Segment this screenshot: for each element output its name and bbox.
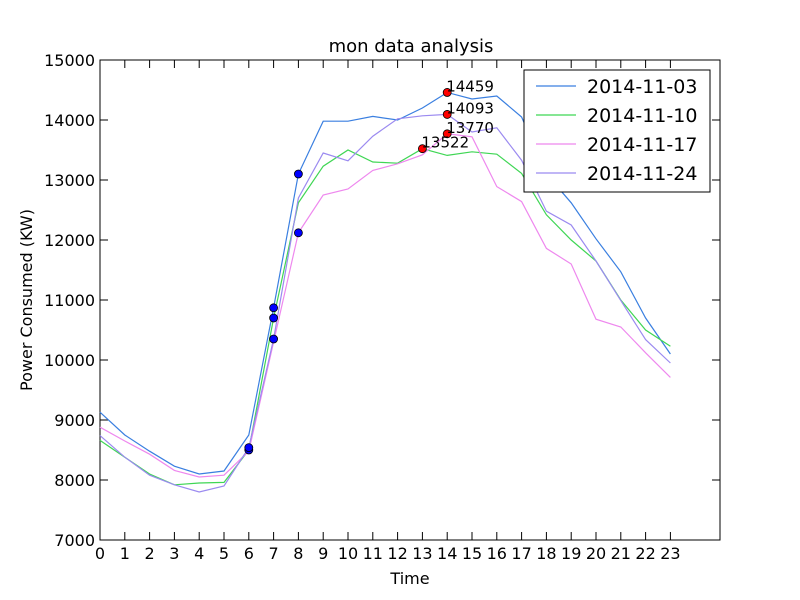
x-tick-label: 23 bbox=[660, 544, 680, 563]
x-tick-label: 3 bbox=[169, 544, 179, 563]
y-tick-label: 15000 bbox=[44, 51, 95, 70]
max-marker-label: 13770 bbox=[446, 119, 494, 137]
y-tick-label: 7000 bbox=[54, 531, 95, 550]
max-marker bbox=[442, 129, 452, 139]
y-tick-label: 9000 bbox=[54, 411, 95, 430]
min-marker bbox=[269, 313, 279, 323]
series-line-2014-11-24 bbox=[99, 113, 671, 493]
legend-label: 2014-11-24 bbox=[587, 163, 697, 185]
x-tick-label: 1 bbox=[120, 544, 130, 563]
y-tick-label: 12000 bbox=[44, 231, 95, 250]
x-tick-label: 16 bbox=[487, 544, 507, 563]
y-tick-label: 8000 bbox=[54, 471, 95, 490]
x-tick-label: 0 bbox=[95, 544, 105, 563]
x-tick-label: 17 bbox=[511, 544, 531, 563]
legend-label: 2014-11-03 bbox=[587, 76, 697, 98]
x-tick-label: 6 bbox=[244, 544, 254, 563]
x-tick-label: 12 bbox=[387, 544, 407, 563]
y-tick-label: 10000 bbox=[44, 351, 95, 370]
max-marker-label: 14093 bbox=[446, 99, 494, 117]
x-tick-label: 18 bbox=[536, 544, 556, 563]
y-tick-label: 14000 bbox=[44, 111, 95, 130]
legend-label: 2014-11-17 bbox=[587, 134, 697, 156]
series-line-2014-11-17 bbox=[99, 133, 671, 478]
x-tick-label: 21 bbox=[611, 544, 631, 563]
x-tick-label: 7 bbox=[269, 544, 279, 563]
series-line-2014-11-10 bbox=[99, 148, 671, 486]
x-tick-label: 15 bbox=[462, 544, 482, 563]
max-marker-label: 13522 bbox=[421, 134, 469, 152]
x-tick-label: 2 bbox=[145, 544, 155, 563]
y-axis-label: Power Consumed (KW) bbox=[17, 209, 36, 391]
x-axis-label: Time bbox=[389, 569, 429, 588]
min-marker bbox=[244, 443, 254, 453]
x-tick-label: 8 bbox=[293, 544, 303, 563]
x-tick-label: 22 bbox=[635, 544, 655, 563]
legend-box bbox=[523, 69, 711, 193]
series-line-2014-11-03 bbox=[99, 91, 671, 475]
marker-layer bbox=[244, 88, 452, 455]
max-marker bbox=[442, 110, 452, 119]
x-tick-label: 20 bbox=[586, 544, 606, 563]
chart-title: mon data analysis bbox=[329, 36, 494, 57]
max-marker bbox=[417, 144, 427, 154]
x-axis: 0 1 2 3 4 5 6 7 8 9 10 11 12 13 14 15 16 17 18 19 20 21 22 23 bbox=[95, 60, 681, 563]
max-marker bbox=[442, 88, 452, 97]
y-tick-label: 13000 bbox=[44, 171, 95, 190]
x-tick-label: 13 bbox=[412, 544, 432, 563]
legend-label: 2014-11-10 bbox=[587, 105, 697, 127]
y-axis: 7000 8000 9000 10000 11000 12000 13000 14000 150… bbox=[44, 51, 720, 550]
max-marker-label: 14459 bbox=[446, 77, 494, 95]
x-tick-label: 19 bbox=[561, 544, 581, 563]
min-marker bbox=[269, 303, 279, 313]
x-tick-label: 10 bbox=[338, 544, 358, 563]
y-tick-label: 11000 bbox=[44, 291, 95, 310]
legend: 2014-11-03 2014-11-10 2014-11-17 2014-11-24 bbox=[523, 69, 711, 193]
x-tick-label: 4 bbox=[194, 544, 204, 563]
min-marker bbox=[293, 169, 303, 179]
x-tick-label: 9 bbox=[318, 544, 328, 563]
series-layer bbox=[99, 91, 671, 493]
min-marker bbox=[269, 334, 279, 344]
x-tick-label: 11 bbox=[363, 544, 383, 563]
x-tick-label: 5 bbox=[219, 544, 229, 563]
x-tick-label: 14 bbox=[437, 544, 457, 563]
min-marker bbox=[293, 228, 303, 238]
